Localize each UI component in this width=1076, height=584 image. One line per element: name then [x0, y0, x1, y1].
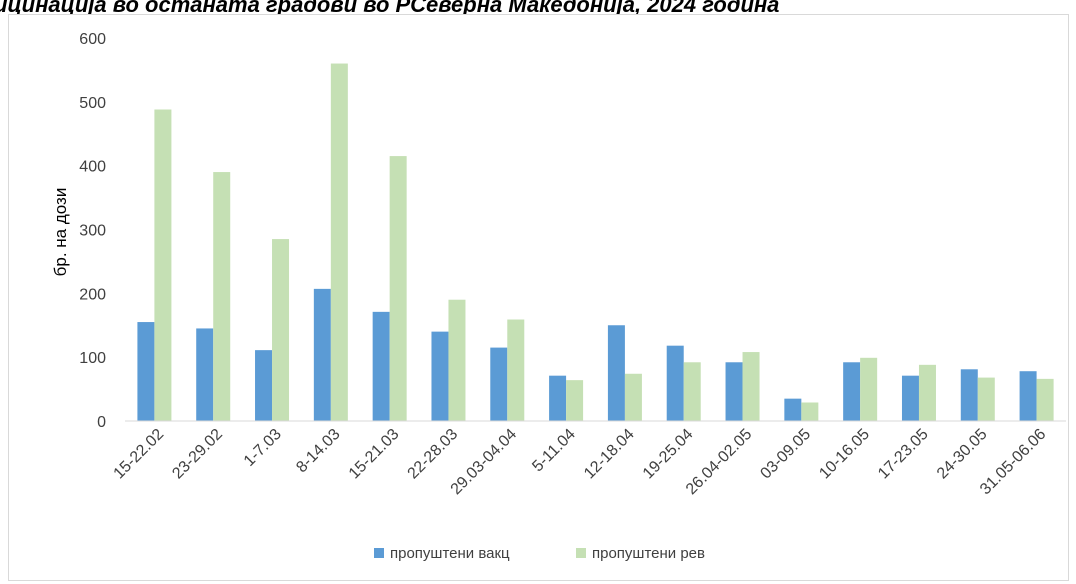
- x-tick-label: 1-7.03: [241, 426, 285, 470]
- x-tick-label: 19-25.04: [640, 426, 697, 483]
- bar-series2-03-09.05: [801, 402, 819, 421]
- y-tick-label: 600: [79, 31, 106, 48]
- legend-swatch: [576, 548, 586, 558]
- x-tick-label: 23-29.02: [169, 426, 226, 483]
- bar-series2-24-30.05: [977, 377, 995, 421]
- bar-series2-23-29.02: [213, 172, 231, 421]
- y-tick-label: 200: [79, 286, 106, 303]
- bar-series1-31.05-06.06: [1019, 371, 1037, 421]
- bar-series1-15-21.03: [372, 311, 390, 421]
- bar-series2-19-25.04: [683, 362, 701, 421]
- x-tick-label: 03-09.05: [757, 426, 814, 483]
- bar-series1-5-11.04: [549, 375, 567, 421]
- bar-series1-1-7.03: [255, 350, 273, 421]
- x-tick-label: 5-11.04: [529, 426, 579, 476]
- bar-series1-8-14.03: [313, 288, 331, 421]
- bar-series2-8-14.03: [330, 63, 348, 422]
- bar-series2-15-22.02: [154, 109, 172, 421]
- bar-series1-24-30.05: [960, 369, 978, 421]
- x-tick-label: 24-30.05: [934, 426, 991, 483]
- bar-series1-17-23.05: [901, 375, 919, 421]
- x-tick-label: 12-18.04: [581, 426, 638, 483]
- chart-title: ицинација во останата градови во РСеверн…: [0, 0, 780, 17]
- legend-label: пропуштени рев: [592, 545, 705, 562]
- x-tick-label: 22-28.03: [405, 426, 462, 483]
- bar-series1-15-22.02: [137, 322, 155, 421]
- bar-series2-26.04-02.05: [742, 352, 760, 421]
- bar-series2-1-7.03: [272, 239, 290, 421]
- y-tick-label: 500: [79, 95, 106, 112]
- bar-series1-29.03-04.04: [490, 347, 508, 421]
- y-axis-label: бр. на дози: [51, 188, 70, 277]
- x-tick-label: 17-23.05: [875, 426, 932, 483]
- bar-series2-17-23.05: [918, 364, 936, 421]
- y-tick-label: 300: [79, 223, 106, 240]
- bar-series2-5-11.04: [566, 380, 584, 421]
- bar-series2-10-16.05: [860, 357, 878, 421]
- chart-frame: [8, 14, 1069, 581]
- bar-series1-03-09.05: [784, 398, 802, 421]
- y-tick-label: 100: [79, 350, 106, 367]
- x-tick-label: 15-22.02: [111, 426, 168, 483]
- bar-series1-19-25.04: [666, 345, 684, 421]
- x-tick-label: 8-14.03: [293, 426, 343, 476]
- x-tick-label: 15-21.03: [346, 426, 403, 483]
- bar-series1-12-18.04: [607, 325, 625, 421]
- legend-swatch: [374, 548, 384, 558]
- bar-series2-29.03-04.04: [507, 319, 525, 421]
- bar-series2-31.05-06.06: [1036, 378, 1054, 421]
- x-tick-label: 10-16.05: [816, 426, 873, 483]
- bar-series1-26.04-02.05: [725, 362, 743, 421]
- y-tick-label: 400: [79, 159, 106, 176]
- bar-series1-23-29.02: [196, 328, 214, 421]
- y-tick-label: 0: [97, 414, 106, 431]
- bar-series2-15-21.03: [389, 156, 407, 421]
- bar-series1-22-28.03: [431, 331, 449, 421]
- bar-series1-10-16.05: [843, 362, 861, 421]
- bar-series2-22-28.03: [448, 299, 466, 421]
- bar-series2-12-18.04: [624, 373, 642, 421]
- legend-label: пропуштени вакц: [390, 545, 510, 562]
